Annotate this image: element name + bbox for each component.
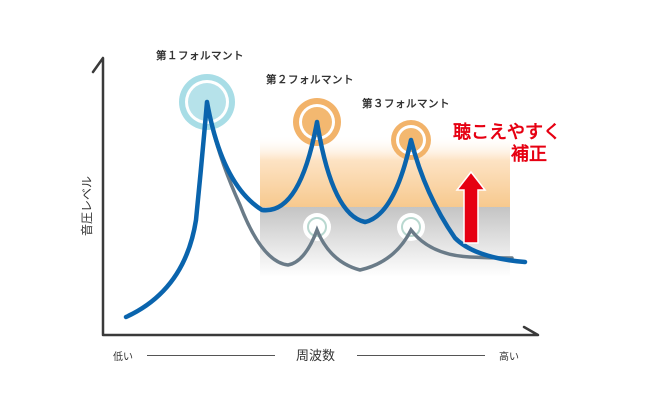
x-axis-right-rule bbox=[357, 355, 485, 356]
boost-arrow-icon bbox=[455, 170, 487, 244]
x-axis-label: 周波数 bbox=[296, 349, 336, 364]
original-formant-3-marker bbox=[397, 213, 425, 241]
formant-2-label: 第２フォルマント bbox=[266, 74, 354, 86]
callout-line-2: 補正 bbox=[511, 144, 547, 165]
callout-line-1: 聴こえやすく bbox=[453, 122, 561, 143]
corrected-curve bbox=[123, 99, 528, 320]
x-axis-high-label: 高い bbox=[499, 352, 519, 363]
y-axis-label: 音圧レベル bbox=[80, 175, 94, 236]
formant-3-label: 第３フォルマント bbox=[362, 98, 450, 110]
x-axis-low-label: 低い bbox=[113, 352, 133, 363]
axes bbox=[91, 56, 540, 337]
y-axis bbox=[91, 56, 540, 337]
x-axis-left-rule bbox=[147, 355, 275, 356]
formant-1-label: 第１フォルマント bbox=[156, 50, 244, 62]
original-curve bbox=[205, 100, 514, 272]
correction-callout: 聴こえやすく 補正 bbox=[432, 122, 582, 166]
